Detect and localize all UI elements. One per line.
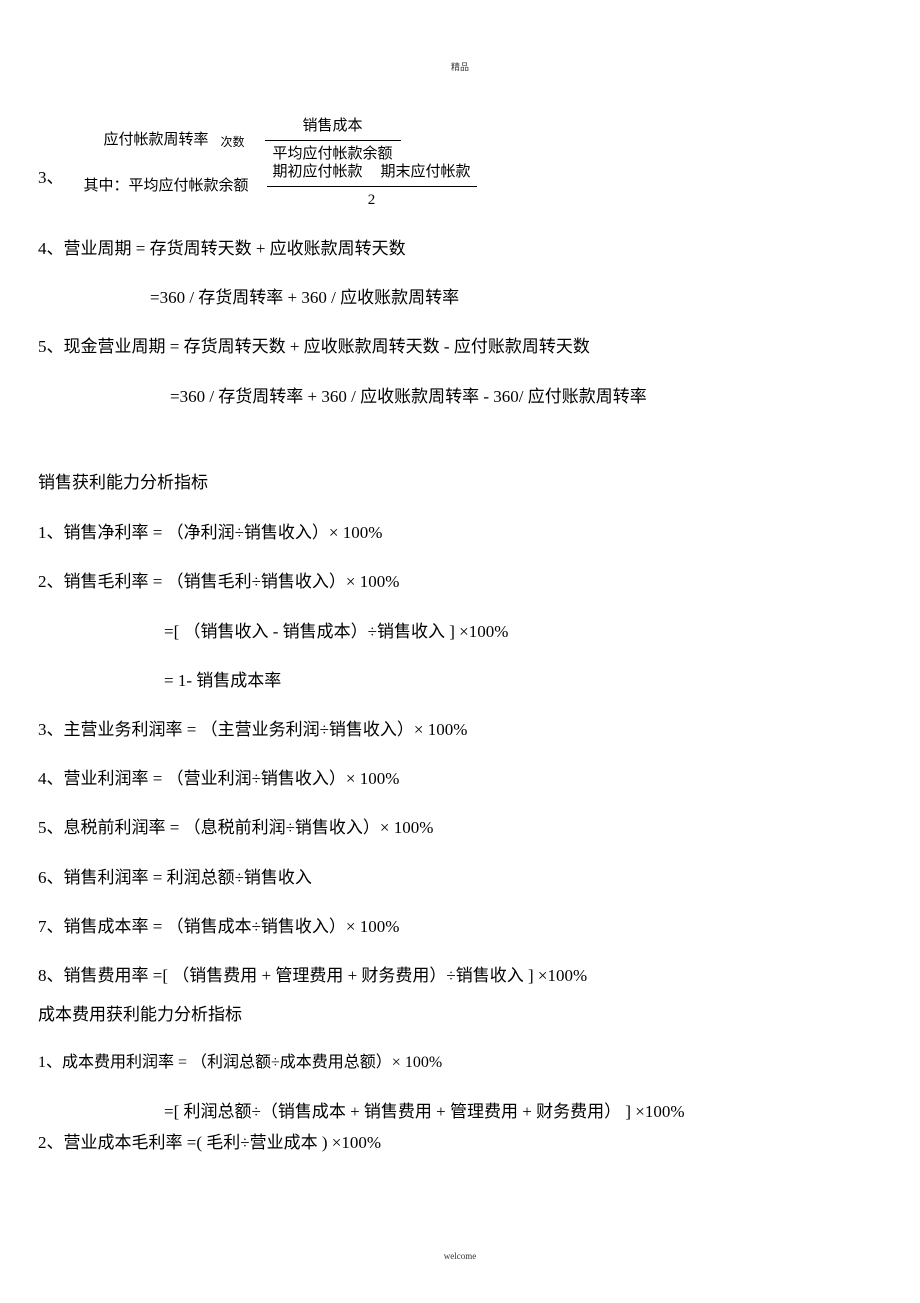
item3-unit: 次数 xyxy=(221,133,245,151)
item-5-line2: =360 / 存货周转率 + 360 / 应收账款周转率 - 360/ 应付账款… xyxy=(170,383,882,410)
s1-item-4: 4、营业利润率 = （营业利润÷销售收入）× 100% xyxy=(38,765,882,792)
fraction-2: 期初应付帐款 期末应付帐款 2 xyxy=(267,161,477,211)
s1-item-5: 5、息税前利润率 = （息税前利润÷销售收入）× 100% xyxy=(38,814,882,841)
item3-where-label: 其中：平均应付帐款余额 xyxy=(84,175,249,198)
s1-item-3: 3、主营业务利润率 = （主营业务利润÷销售收入）× 100% xyxy=(38,716,882,743)
frac2-top-b: 期末应付帐款 xyxy=(381,161,471,184)
item-5-line1: 5、现金营业周期 = 存货周转天数 + 应收账款周转天数 - 应付账款周转天数 xyxy=(38,333,882,360)
s1-item-6: 6、销售利润率 = 利润总额÷销售收入 xyxy=(38,864,882,891)
item3-number: 3、 xyxy=(38,165,64,191)
item-4-line1: 4、营业周期 = 存货周转天数 + 应收账款周转天数 xyxy=(38,235,882,262)
item-3: 3、 应付帐款周转率 次数 销售成本 平均应付帐款余额 其中：平均应付帐款余额 xyxy=(38,115,882,211)
item-4-line2: =360 / 存货周转率 + 360 / 应收账款周转率 xyxy=(150,284,882,311)
section-1-title: 销售获利能力分析指标 xyxy=(38,470,882,496)
fraction-1: 销售成本 平均应付帐款余额 xyxy=(265,115,401,165)
s2-item-2: 2、营业成本毛利率 =( 毛利÷营业成本 ) ×100% xyxy=(38,1129,882,1156)
page-footer: welcome xyxy=(444,1251,476,1261)
s1-item-2b: =[ （销售收入 - 销售成本）÷销售收入 ] ×100% xyxy=(164,618,882,645)
frac1-numerator: 销售成本 xyxy=(295,115,371,140)
frac2-denominator: 2 xyxy=(360,187,384,212)
s1-item-1: 1、销售净利率 = （净利润÷销售收入）× 100% xyxy=(38,519,882,546)
frac2-top-a: 期初应付帐款 xyxy=(273,161,363,184)
s1-item-2: 2、销售毛利率 = （销售毛利÷销售收入）× 100% xyxy=(38,568,882,595)
s2-item-1: 1、成本费用利润率 = （利润总额÷成本费用总额）× 100% xyxy=(38,1050,882,1076)
s1-item-2c: = 1- 销售成本率 xyxy=(164,667,882,694)
s1-item-7: 7、销售成本率 = （销售成本÷销售收入）× 100% xyxy=(38,913,882,940)
item3-label: 应付帐款周转率 xyxy=(104,129,209,152)
s2-item-1b: =[ 利润总额÷（销售成本 + 销售费用 + 管理费用 + 财务费用） ] ×1… xyxy=(164,1098,882,1125)
document-content: 3、 应付帐款周转率 次数 销售成本 平均应付帐款余额 其中：平均应付帐款余额 xyxy=(38,60,882,1156)
section-2-title: 成本费用获利能力分析指标 xyxy=(38,1001,882,1028)
page-header: 精品 xyxy=(451,60,469,73)
s1-item-8: 8、销售费用率 =[ （销售费用 + 管理费用 + 财务费用）÷销售收入 ] ×… xyxy=(38,962,882,989)
